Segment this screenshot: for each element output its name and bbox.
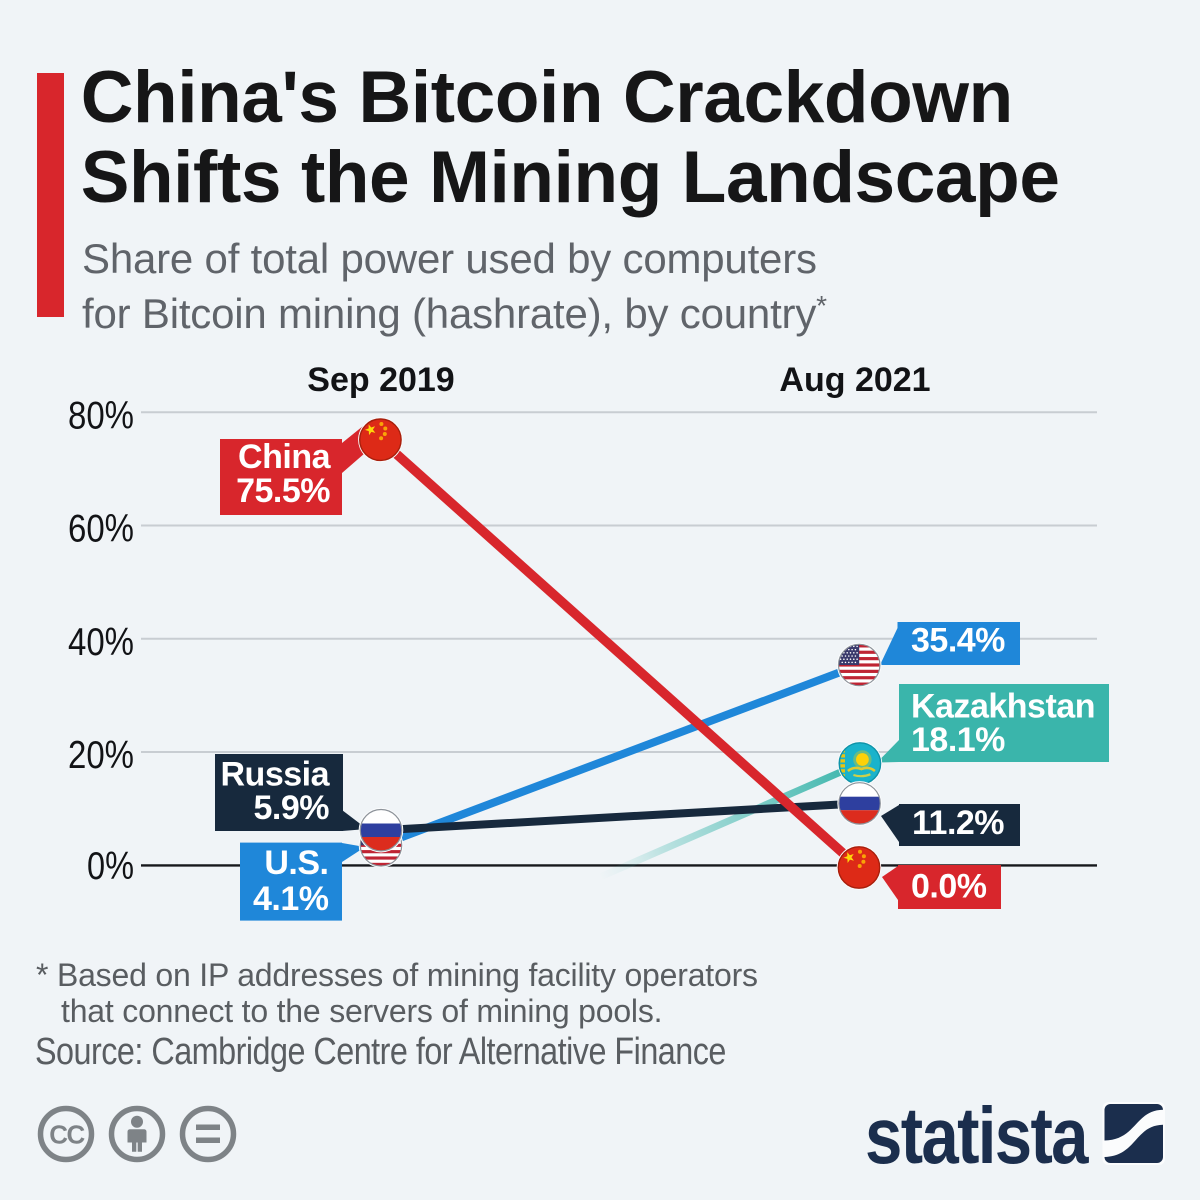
- svg-text:11.2%: 11.2%: [912, 804, 1004, 842]
- svg-text:CC: CC: [49, 1120, 85, 1150]
- svg-text:Kazakhstan: Kazakhstan: [911, 688, 1095, 726]
- svg-text:20%: 20%: [68, 734, 134, 777]
- svg-text:60%: 60%: [68, 508, 134, 551]
- svg-text:18.1%: 18.1%: [911, 721, 1005, 759]
- svg-text:China: China: [238, 438, 332, 476]
- svg-text:Sep 2019: Sep 2019: [307, 361, 454, 399]
- svg-text:35.4%: 35.4%: [911, 622, 1005, 660]
- svg-text:0%: 0%: [87, 845, 134, 888]
- svg-text:4.1%: 4.1%: [253, 880, 329, 918]
- svg-text:U.S.: U.S.: [264, 844, 328, 882]
- svg-text:5.9%: 5.9%: [254, 789, 330, 827]
- svg-text:Russia: Russia: [221, 756, 331, 794]
- svg-text:80%: 80%: [68, 394, 134, 437]
- svg-text:0.0%: 0.0%: [911, 868, 987, 906]
- svg-text:40%: 40%: [68, 621, 134, 664]
- svg-text:Aug 2021: Aug 2021: [779, 361, 930, 399]
- svg-text:75.5%: 75.5%: [236, 472, 330, 510]
